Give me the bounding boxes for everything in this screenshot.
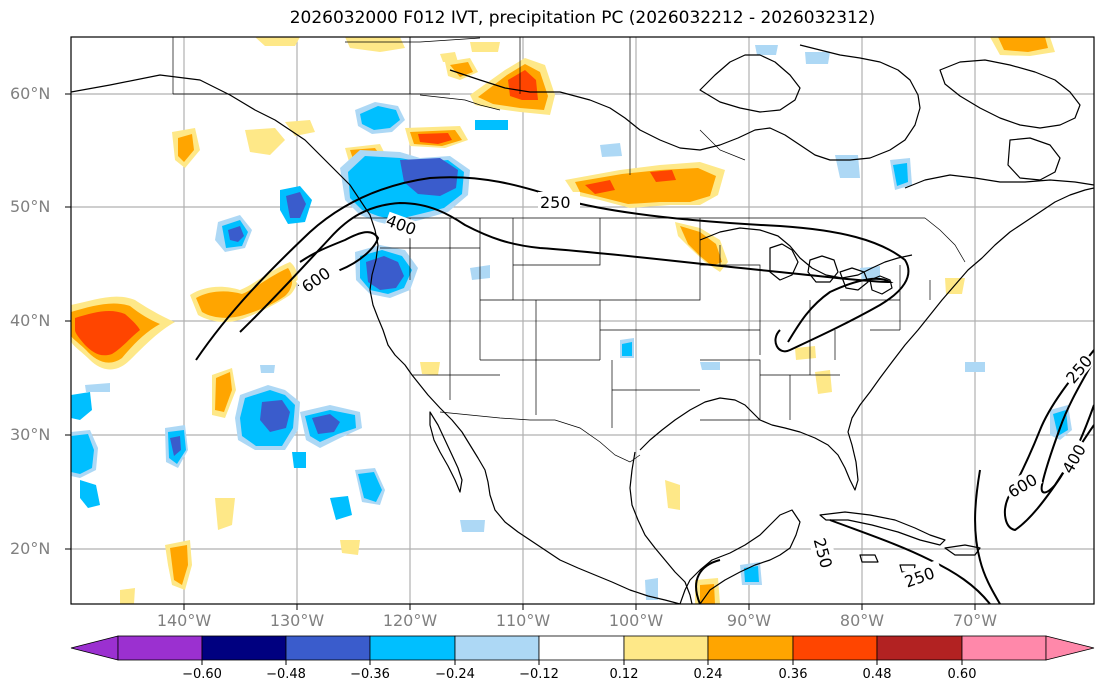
contour-label-250-caribbean: 250 bbox=[902, 563, 937, 591]
precip-positive-blobs bbox=[71, 37, 1055, 604]
lon-label-80w: 80°W bbox=[839, 611, 885, 630]
ivt-contours bbox=[195, 176, 1094, 604]
lon-label-70w: 70°W bbox=[952, 611, 998, 630]
lat-label-30n: 30°N bbox=[10, 425, 51, 444]
lon-label-140w: 140°W bbox=[156, 611, 212, 630]
colorbar-label: 0.36 bbox=[778, 667, 808, 682]
lat-label-20n: 20°N bbox=[10, 539, 51, 558]
political-borders bbox=[172, 37, 966, 463]
map-title: 2026032000 F012 IVT, precipitation PC (2… bbox=[289, 8, 876, 28]
colorbar-label: 0.12 bbox=[609, 667, 639, 682]
colorbar-label: −0.60 bbox=[182, 667, 222, 682]
colorbar-label: −0.12 bbox=[519, 667, 559, 682]
gridlines bbox=[71, 37, 1094, 604]
lat-label-50n: 50°N bbox=[10, 197, 51, 216]
coastlines bbox=[71, 44, 1094, 604]
colorbar-ticks bbox=[201, 660, 963, 665]
lat-label-40n: 40°N bbox=[10, 311, 51, 330]
colorbar-label: −0.36 bbox=[350, 667, 390, 682]
lon-label-130w: 130°W bbox=[269, 611, 325, 630]
precip-negative-blobs bbox=[71, 45, 1072, 600]
lat-label-60n: 60°N bbox=[10, 84, 51, 103]
lon-label-90w: 90°W bbox=[726, 611, 772, 630]
colorbar-label: −0.24 bbox=[435, 667, 475, 682]
lon-label-100w: 100°W bbox=[608, 611, 664, 630]
lon-label-120w: 120°W bbox=[382, 611, 438, 630]
lon-label-110w: 110°W bbox=[495, 611, 551, 630]
colorbar-upper-extension bbox=[1045, 635, 1095, 661]
colorbar-label: 0.48 bbox=[862, 667, 892, 682]
colorbar bbox=[70, 635, 1095, 661]
axis-ticks bbox=[65, 93, 976, 610]
contour-label-250-gulf: 250 bbox=[810, 536, 836, 570]
colorbar-label: −0.48 bbox=[266, 667, 306, 682]
colorbar-label: 0.24 bbox=[693, 667, 723, 682]
colorbar-lower-extension bbox=[70, 635, 119, 661]
colorbar-label: 0.60 bbox=[947, 667, 977, 682]
contour-label-250: 250 bbox=[540, 193, 571, 212]
